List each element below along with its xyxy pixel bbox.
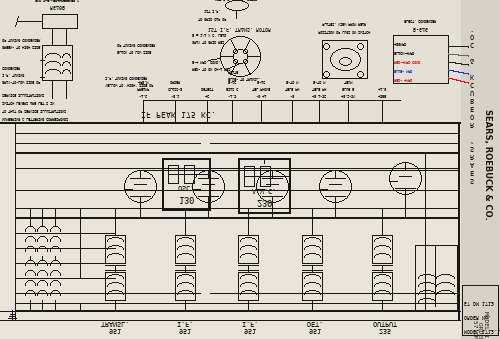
Text: MODEL 1713,1715
ORDER No.
57 DM 1713: MODEL 1713,1715 ORDER No. 57 DM 1713 bbox=[472, 311, 488, 339]
Text: SEARS, ROEBUCK & CO.: SEARS, ROEBUCK & CO. bbox=[482, 108, 492, 219]
